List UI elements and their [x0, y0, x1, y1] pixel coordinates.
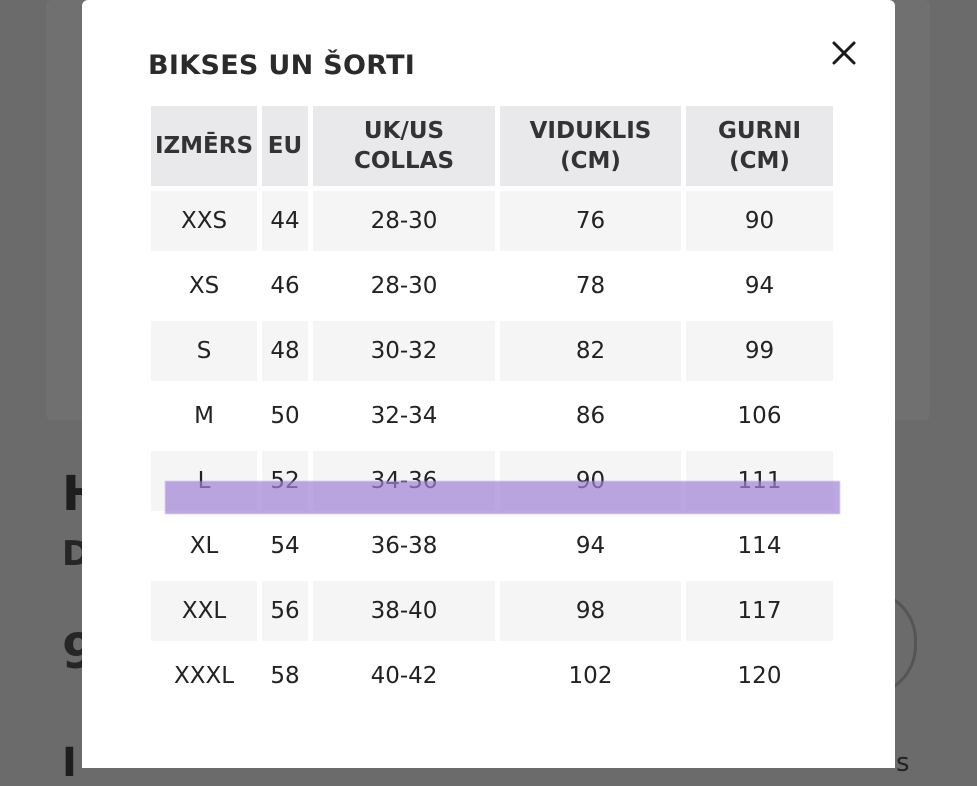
modal-title: BIKSES UN ŠORTI — [148, 50, 416, 81]
size-table: IZMĒRS EU UK/US COLLAS VIDUKLIS (CM) GURNI… — [146, 101, 838, 711]
cell-size: XXXL — [173, 663, 235, 689]
cell-uk-us: 28-30 — [313, 191, 495, 251]
cell-size: XXL — [151, 581, 257, 641]
close-icon — [832, 41, 856, 65]
cell-size: M — [194, 403, 214, 429]
table-row: S 48 30-32 82 99 — [151, 321, 833, 381]
cell-size: XL — [189, 533, 219, 559]
table-row: XXS 44 28-30 76 90 — [151, 191, 833, 251]
size-chart-modal: BIKSES UN ŠORTI IZMĒRS EU UK/US COLLAS VI… — [82, 0, 895, 768]
cell-uk-us: 28-30 — [370, 273, 438, 299]
cell-hips: 120 — [737, 663, 782, 689]
cell-size: XS — [188, 273, 220, 299]
background-text-fragment: I — [62, 740, 77, 786]
cell-waist: 82 — [500, 321, 681, 381]
cell-eu: 46 — [270, 273, 300, 299]
highlight-marker — [165, 481, 840, 514]
header-size: IZMĒRS — [151, 106, 257, 186]
cell-eu: 56 — [262, 581, 308, 641]
table-row: XS 46 28-30 78 94 — [151, 256, 833, 316]
table-header-row: IZMĒRS EU UK/US COLLAS VIDUKLIS (CM) GURNI… — [151, 106, 833, 186]
cell-waist: 98 — [500, 581, 681, 641]
table-row: XL 54 36-38 94 114 — [151, 516, 833, 576]
cell-waist: 76 — [500, 191, 681, 251]
cell-size: S — [151, 321, 257, 381]
cell-size: XXS — [151, 191, 257, 251]
cell-uk-us: 38-40 — [313, 581, 495, 641]
header-uk-us-inches: UK/US COLLAS — [313, 106, 495, 186]
cell-uk-us: 40-42 — [370, 663, 438, 689]
cell-eu: 50 — [270, 403, 300, 429]
cell-eu: 48 — [262, 321, 308, 381]
cell-hips: 117 — [686, 581, 833, 641]
table-row: XXXL 58 40-42 102 120 — [151, 646, 833, 706]
background-text-fragment-right: s — [896, 748, 910, 778]
table-row: M 50 32-34 86 106 — [151, 386, 833, 446]
cell-hips: 114 — [737, 533, 782, 559]
cell-waist: 78 — [575, 273, 606, 299]
cell-eu: 58 — [270, 663, 300, 689]
cell-waist: 102 — [568, 663, 613, 689]
header-waist-cm: VIDUKLIS (CM) — [500, 106, 681, 186]
cell-uk-us: 30-32 — [313, 321, 495, 381]
cell-hips: 94 — [744, 273, 775, 299]
cell-eu: 44 — [262, 191, 308, 251]
cell-uk-us: 32-34 — [370, 403, 438, 429]
cell-uk-us: 36-38 — [370, 533, 438, 559]
cell-hips: 90 — [686, 191, 833, 251]
header-hips-cm: GURNI (CM) — [686, 106, 833, 186]
cell-waist: 86 — [575, 403, 606, 429]
cell-hips: 99 — [686, 321, 833, 381]
table-row: XXL 56 38-40 98 117 — [151, 581, 833, 641]
cell-hips: 106 — [737, 403, 782, 429]
cell-waist: 94 — [575, 533, 606, 559]
header-eu: EU — [262, 106, 308, 186]
cell-eu: 54 — [270, 533, 300, 559]
close-button[interactable] — [824, 33, 864, 73]
